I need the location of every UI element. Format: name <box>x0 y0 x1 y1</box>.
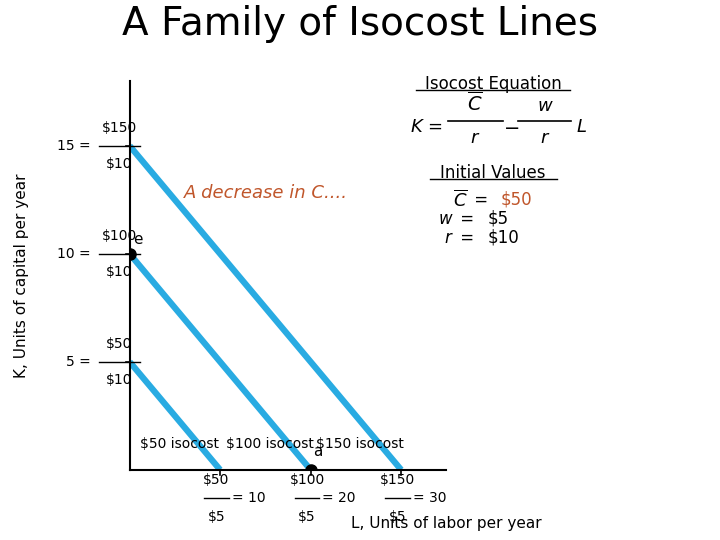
Text: $10: $10 <box>487 228 519 247</box>
Text: 15 =: 15 = <box>57 139 95 153</box>
Text: $r$: $r$ <box>470 129 480 146</box>
Text: $10: $10 <box>107 157 132 171</box>
Text: $100: $100 <box>102 229 137 243</box>
Text: = 10: = 10 <box>232 491 265 505</box>
Text: = 30: = 30 <box>413 491 446 505</box>
Text: $100: $100 <box>289 473 325 487</box>
Text: $150: $150 <box>380 473 415 487</box>
Text: 10 =: 10 = <box>57 247 95 261</box>
Text: $r$: $r$ <box>444 228 454 247</box>
Text: A decrease in C....: A decrease in C.... <box>184 184 348 202</box>
Text: L, Units of labor per year: L, Units of labor per year <box>351 516 541 531</box>
Text: = 20: = 20 <box>322 491 356 505</box>
Text: $50 isocost: $50 isocost <box>140 437 219 451</box>
Text: $K$ =: $K$ = <box>410 118 443 136</box>
Text: Initial Values: Initial Values <box>441 164 546 182</box>
Text: A Family of Isocost Lines: A Family of Isocost Lines <box>122 5 598 43</box>
Text: $-$: $-$ <box>503 117 519 137</box>
Text: K, Units of capital per year: K, Units of capital per year <box>14 173 29 377</box>
Text: Isocost Equation: Isocost Equation <box>425 75 562 93</box>
Text: 5 =: 5 = <box>66 355 95 369</box>
Text: $5: $5 <box>389 510 406 524</box>
Text: $L$: $L$ <box>576 118 587 136</box>
Text: $w$: $w$ <box>438 210 454 228</box>
Text: $100 isocost: $100 isocost <box>226 437 314 451</box>
Text: =: = <box>469 191 494 209</box>
Text: $5: $5 <box>487 210 508 228</box>
Text: $150: $150 <box>102 121 137 135</box>
Text: $r$: $r$ <box>540 129 550 146</box>
Text: $10: $10 <box>107 373 132 387</box>
Text: e: e <box>133 232 143 247</box>
Text: $\overline{C}$: $\overline{C}$ <box>467 91 483 115</box>
Text: $\overline{C}$: $\overline{C}$ <box>454 190 468 210</box>
Text: $5: $5 <box>298 510 316 524</box>
Text: a: a <box>313 444 323 459</box>
Text: =: = <box>455 228 480 247</box>
Text: $50: $50 <box>203 473 230 487</box>
Text: $50: $50 <box>107 337 132 351</box>
Text: $w$: $w$ <box>536 97 554 115</box>
Text: =: = <box>455 210 480 228</box>
Text: $150 isocost: $150 isocost <box>317 437 405 451</box>
Text: $10: $10 <box>107 265 132 279</box>
Text: $5: $5 <box>207 510 225 524</box>
Text: $50: $50 <box>500 191 532 209</box>
